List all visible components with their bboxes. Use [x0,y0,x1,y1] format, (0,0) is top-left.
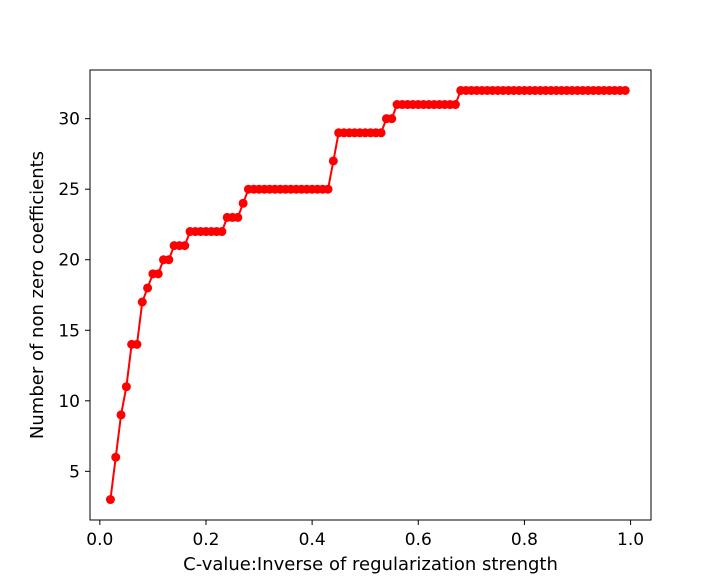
data-point [121,382,131,392]
plot-area [105,85,630,505]
y-tick-label: 5 [69,462,80,482]
data-point [387,114,397,124]
data-point [328,156,338,166]
data-point [323,184,333,194]
y-tick-label: 30 [58,110,80,130]
axes-frame [89,69,652,521]
y-tick-label: 25 [58,180,80,200]
x-tick-label: 0.4 [299,530,326,550]
data-point [137,297,147,307]
data-point [143,283,153,293]
data-point [116,410,126,420]
data-point [238,198,248,208]
data-point [164,255,174,265]
y-tick-label: 10 [58,392,80,412]
x-tick-label: 0.2 [192,530,219,550]
data-point [450,100,460,110]
y-tick-label: 15 [58,321,80,341]
data-point [180,241,190,251]
x-tick-label: 0.0 [86,530,113,550]
data-point [233,212,243,222]
y-axis-label: Number of non zero coefficients [27,151,48,439]
data-point [105,495,115,505]
x-tick-label: 1.0 [617,530,644,550]
x-tick-label: 0.6 [405,530,432,550]
x-axis-label: C-value:Inverse of regularization streng… [183,554,558,575]
data-point [376,128,386,138]
axes: 0.0 0.2 0.4 0.6 0.8 1.0 5 10 15 20 25 30 [58,69,652,550]
data-point [217,227,227,237]
data-point [153,269,163,279]
data-point [620,85,630,95]
data-point [111,452,121,462]
x-tick-label: 0.8 [511,530,538,550]
y-tick-label: 20 [58,251,80,271]
data-point [132,339,142,349]
